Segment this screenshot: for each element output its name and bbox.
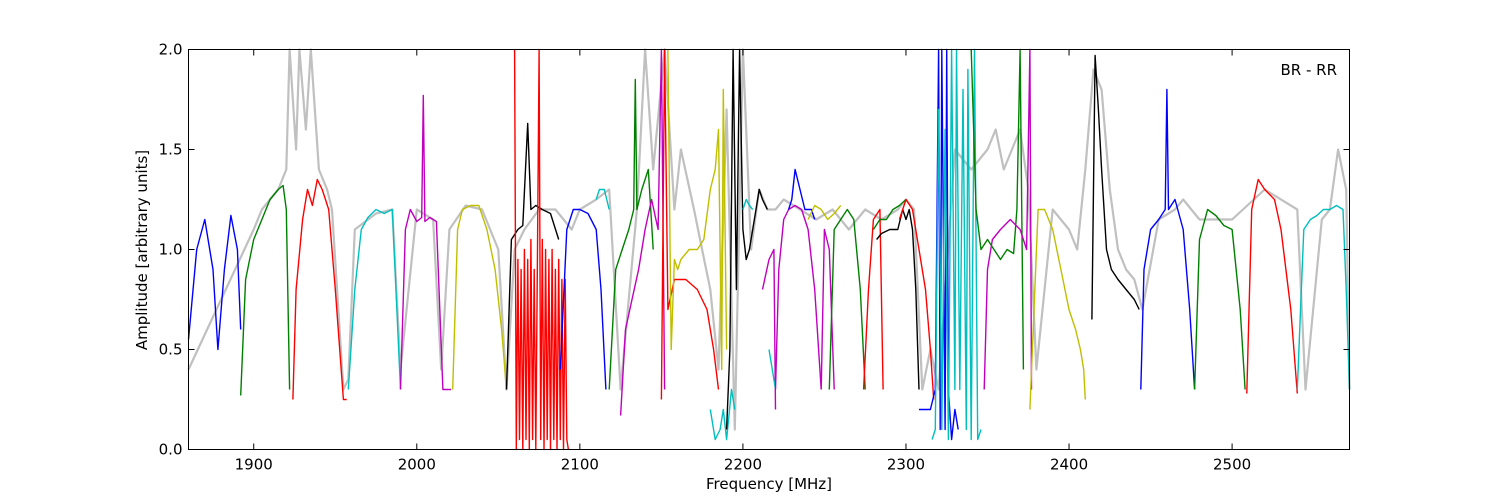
y-tick-label: 0.5 [159, 341, 183, 359]
series-line-13 [660, 48, 720, 400]
series-line-25 [862, 208, 884, 390]
series-line-2 [240, 184, 291, 396]
series-line-6 [452, 204, 508, 390]
series-line-19 [768, 349, 777, 390]
series-line-1 [187, 214, 242, 351]
series-line-17 [742, 198, 754, 210]
x-tick-label: 2200 [724, 456, 762, 474]
y-tick-label: 1.5 [159, 141, 183, 159]
y-tick-label: 1.0 [159, 241, 183, 259]
series-line-15 [709, 388, 736, 441]
x-axis-label: Frequency [MHz] [706, 475, 832, 493]
series-line-31 [970, 48, 1025, 370]
y-tick-label: 2.0 [159, 41, 183, 59]
x-tick-label: 2500 [1213, 456, 1251, 474]
series-line-27 [876, 208, 920, 390]
series-line-reference [187, 48, 1351, 431]
series-layer [187, 48, 1351, 451]
series-line-9 [559, 208, 607, 390]
series-line-5 [399, 94, 451, 391]
x-tick-label: 2300 [887, 456, 925, 474]
series-line-37 [1246, 178, 1298, 394]
series-line-35 [1140, 88, 1196, 390]
x-tick-label: 2000 [398, 456, 436, 474]
series-line-14 [667, 49, 728, 371]
series-line-34 [1091, 54, 1140, 320]
series-line-26 [872, 198, 907, 230]
series-line-18 [761, 248, 777, 410]
series-line-8 [513, 48, 570, 451]
y-axis: 0.0 0.5 1.0 1.5 2.0 [159, 41, 1350, 459]
x-tick-label: 2100 [561, 456, 599, 474]
y-tick-label: 0.0 [159, 441, 183, 459]
series-line-10 [595, 188, 610, 210]
series-line-22 [807, 204, 842, 221]
plot-frame [188, 49, 1350, 450]
series-line-36 [1193, 208, 1246, 390]
series-line-7 [505, 122, 560, 390]
x-tick-label: 1900 [235, 456, 273, 474]
series-line-4 [347, 208, 402, 390]
series-line-3 [292, 178, 347, 401]
chart-annotation: BR - RR [1280, 61, 1337, 79]
series-line-21 [787, 168, 816, 220]
series-line-11 [608, 78, 654, 390]
y-axis-label: Amplitude [arbitrary units] [133, 150, 151, 350]
x-tick-label: 2400 [1050, 456, 1088, 474]
series-line-24 [828, 208, 866, 390]
series-line-33 [1029, 208, 1086, 410]
x-axis: 1900 2000 2100 2200 2300 2400 2500 [235, 49, 1251, 474]
series-line-32 [983, 48, 1033, 390]
series-line-28 [898, 198, 935, 400]
series-line-12 [619, 48, 666, 416]
series-line-20 [774, 204, 822, 390]
